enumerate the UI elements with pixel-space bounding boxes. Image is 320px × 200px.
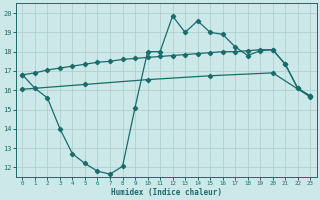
X-axis label: Humidex (Indice chaleur): Humidex (Indice chaleur): [111, 188, 222, 197]
